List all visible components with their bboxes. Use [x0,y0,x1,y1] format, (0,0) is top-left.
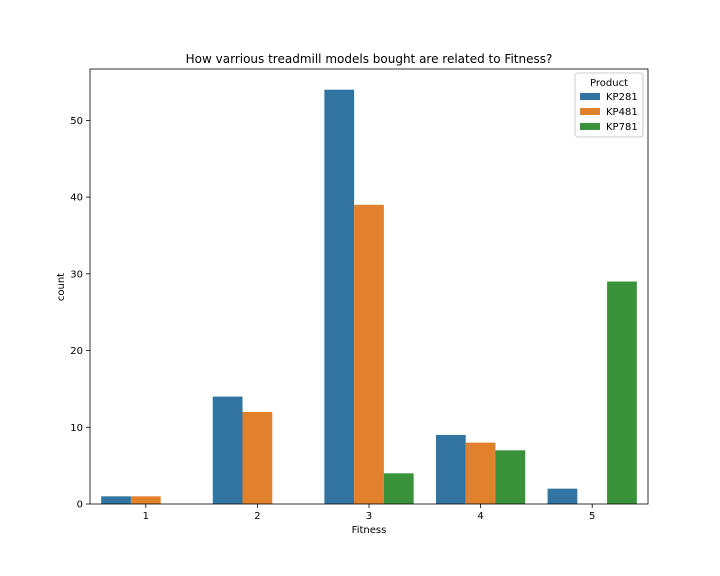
legend-label: KP781 [606,122,638,133]
legend-swatch [580,123,600,130]
bar [383,473,414,504]
legend-title: Product [590,78,628,89]
bar [465,442,496,504]
x-tick-label: 1 [143,511,149,522]
y-tick-label: 50 [70,116,83,127]
legend-swatch [580,93,600,100]
bar [242,411,273,504]
y-tick-label: 30 [70,269,83,280]
plot-area [89,68,649,505]
bar [547,488,578,504]
x-tick-label: 3 [366,511,372,522]
x-axis-label: Fitness [352,525,387,536]
legend-label: KP281 [606,92,638,103]
y-tick-label: 10 [70,423,83,434]
y-tick-label: 40 [70,193,83,204]
x-axis: 1 2 3 4 5 [143,504,595,522]
legend-swatch [580,108,600,115]
legend-box [574,72,644,138]
y-axis-label: count [56,273,67,301]
chart-title: How varrious treadmill models bought are… [186,52,553,66]
legend: Product KP281 KP481 KP781 [574,72,644,138]
y-tick-label: 20 [70,346,83,357]
bar [212,396,243,504]
bar [354,204,384,505]
bar [324,89,355,504]
bar [130,496,161,504]
x-tick-label: 5 [589,511,595,522]
bar [607,281,637,504]
y-tick-label: 0 [77,500,83,511]
x-tick-label: 4 [477,511,483,522]
x-tick-label: 2 [254,511,260,522]
legend-label: KP481 [606,107,638,118]
y-axis: 0 10 20 30 40 50 [70,116,90,511]
bar [495,450,526,504]
bar [101,496,131,504]
bar [435,434,466,504]
